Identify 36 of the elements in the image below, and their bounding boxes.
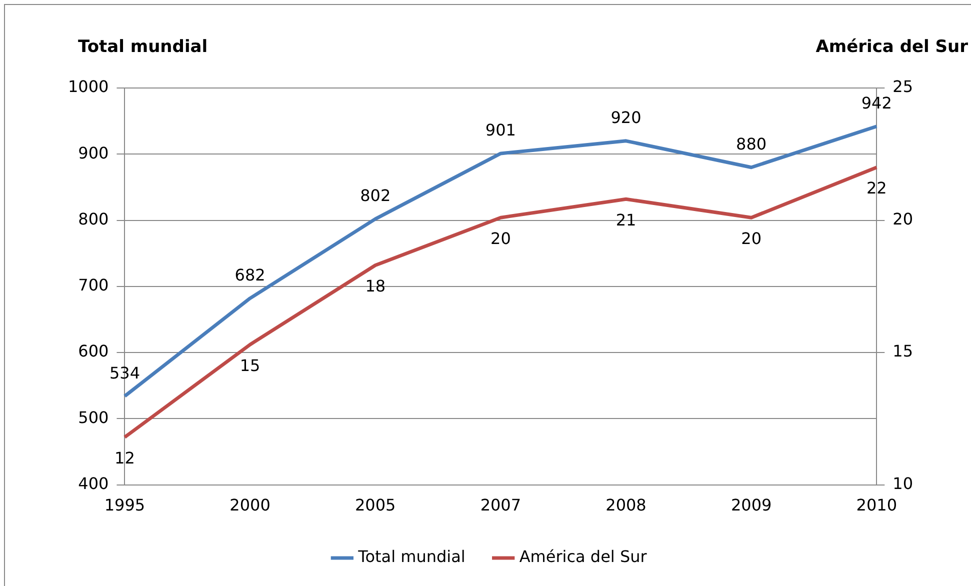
data-label: 12 — [114, 448, 135, 468]
data-label: 920 — [610, 108, 642, 128]
y-tick-label: 900 — [78, 143, 109, 162]
data-label: 802 — [360, 186, 391, 206]
y-tick-label: 400 — [78, 474, 109, 493]
legend-label: Total mundial — [357, 547, 466, 566]
data-label: 22 — [866, 178, 887, 198]
data-label: 15 — [240, 356, 260, 375]
x-tick-label: 2000 — [230, 496, 270, 515]
data-label: 880 — [736, 134, 767, 154]
y-tick-label: 500 — [78, 408, 109, 427]
y2-tick-label: 10 — [892, 474, 913, 493]
x-tick-label: 1995 — [104, 496, 146, 515]
y-tick-label: 1000 — [68, 77, 109, 96]
y-tick-label: 800 — [78, 209, 109, 228]
x-tick-label: 2010 — [856, 496, 897, 515]
x-tick-label: 2005 — [355, 496, 396, 515]
data-label: 20 — [490, 228, 511, 248]
data-label: 18 — [365, 276, 386, 296]
data-label: 682 — [234, 265, 266, 284]
legend-label: América del Sur — [519, 547, 648, 566]
data-label: 901 — [485, 120, 516, 140]
y-axis-title: Total mundial — [78, 36, 208, 57]
y2-tick-label: 15 — [892, 342, 913, 361]
data-label: 20 — [741, 228, 762, 248]
data-label: 942 — [861, 94, 892, 113]
y2-tick-label: 20 — [892, 209, 913, 228]
y2-axis-title: América del Sur — [816, 36, 969, 57]
data-label: 21 — [616, 210, 636, 230]
data-label: 534 — [109, 363, 140, 382]
x-tick-label: 2007 — [480, 496, 522, 515]
y-tick-label: 600 — [78, 342, 109, 361]
x-tick-label: 2009 — [730, 496, 772, 515]
y2-tick-label: 25 — [892, 77, 913, 96]
y-tick-label: 700 — [78, 276, 109, 295]
x-tick-label: 2008 — [606, 496, 646, 515]
